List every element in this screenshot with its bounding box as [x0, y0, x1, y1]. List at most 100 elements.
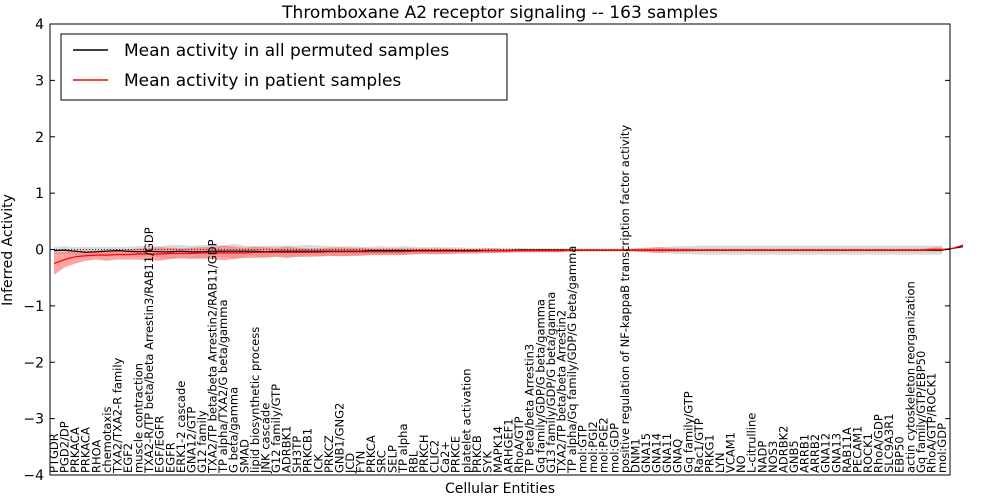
entity-label: Gq family/GDP/G beta/gamma: [533, 299, 547, 473]
entity-label: NOS3: [766, 441, 780, 473]
series-line-patient: [53, 244, 964, 265]
entity-label: ARHGEF1: [502, 418, 516, 473]
entity-label: DNM1: [628, 438, 642, 473]
entity-label: NADP: [755, 441, 769, 473]
entity-label: L-citrulline: [745, 413, 759, 473]
entity-label: PRKCB: [470, 435, 484, 473]
entity-label: GNA12/GTP: [184, 407, 198, 473]
entity-label: GNA11: [660, 433, 674, 473]
entity-label: PECAM1: [850, 426, 864, 473]
entity-label: EGF2: [121, 443, 135, 473]
entity-label: ADRBK1: [280, 426, 294, 473]
entity-label: PRKCH: [417, 434, 431, 473]
entity-label: TXA2/TP beta/beta Arrestin2: [554, 310, 568, 474]
y-tick-label: 1: [35, 186, 44, 202]
x-axis-label: Cellular Entities: [445, 481, 555, 497]
entity-label: GNA12: [819, 433, 833, 473]
entity-label: GNAQ: [671, 439, 685, 473]
entity-label: VCAM1: [724, 432, 738, 473]
entity-label: PRKG1: [702, 434, 716, 473]
entity-label: Ca2+: [438, 441, 452, 473]
entity-label: CLIC2: [428, 440, 442, 473]
entity-label: G12 family: [195, 410, 209, 473]
entity-label: JCD: [343, 453, 357, 474]
y-tick-label: −2: [23, 355, 44, 371]
entity-label: RhoA/GTP: [512, 416, 526, 473]
entity-labels: PTGDRPGD2/DPPRKACAPRKACARHOAchemotaxisTX…: [47, 125, 949, 474]
entity-label: TP beta/beta Arrestin3: [523, 344, 537, 474]
entity-label: GNB5: [787, 440, 801, 473]
entity-label: GNA15: [639, 433, 653, 473]
entity-label: PRKCZ: [322, 435, 336, 473]
entity-label: TP alpha/TXA2/G beta/gamma: [216, 300, 230, 475]
entity-label: chemotaxis: [100, 407, 114, 473]
entity-label: SELP: [385, 445, 399, 473]
entity-label: ARRB2: [808, 434, 822, 473]
entity-label: ICK: [311, 454, 325, 473]
entity-label: TXA2/TP beta/beta Arrestin2/RAB11/GDP: [206, 239, 220, 474]
entity-label: SMAD: [237, 439, 251, 473]
entity-label: Rac1/GTP: [692, 418, 706, 473]
entity-label: actin cytoskeleton reorganization: [903, 281, 917, 473]
entity-label: mol:GTP: [576, 425, 590, 473]
entity-label: mol:PGE2: [597, 417, 611, 473]
entity-label: TXA2-R/TP beta/beta Arrestin3/RAB11/GDP: [142, 227, 156, 474]
entity-label: PRKACA: [68, 427, 82, 473]
entity-label: mol:PGI2: [586, 421, 600, 473]
entity-label: lipid biosynthetic process: [248, 327, 262, 473]
legend: Mean activity in all permuted samples Me…: [60, 33, 508, 101]
legend-box: [60, 33, 508, 101]
entity-label: GNA14: [650, 433, 664, 473]
entity-label: platelet activation: [459, 368, 473, 473]
y-tick-label: 2: [35, 130, 44, 146]
entity-label: SH3TP: [290, 436, 304, 473]
entity-label: mol:GDP: [607, 423, 621, 473]
chart-title: Thromboxane A2 receptor signaling -- 163…: [281, 3, 718, 23]
entity-label: GNB1/GNG2: [332, 403, 346, 473]
entity-label: muscle contraction: [132, 363, 146, 473]
entity-label: G13 family/GDP/G beta/gamma: [544, 292, 558, 473]
entity-label: G12 family/GTP: [269, 384, 283, 473]
entity-label: SYK: [480, 451, 494, 473]
entity-label: TP alpha: [396, 424, 410, 475]
series-lines: [50, 244, 964, 265]
entity-label: FYN: [354, 451, 368, 473]
entity-label: EGFR: [163, 442, 177, 473]
entity-label: Gq family/GTP: [681, 391, 695, 473]
entity-label: mol:GDP: [935, 423, 949, 473]
entity-label: LYN: [713, 452, 727, 473]
entity-label: RHOA: [89, 440, 103, 473]
entity-label: PRKCE: [449, 436, 463, 473]
entity-label: NO: [734, 455, 748, 473]
entity-label: PRKCA: [364, 435, 378, 473]
entity-label: EBP50: [893, 436, 907, 473]
entity-label: positive regulation of NF-kappaB transcr…: [618, 125, 632, 473]
entity-label: Gq family/GTP/EBP50: [914, 351, 928, 473]
y-axis-ticks: −4 −3 −2 −1 0 1 2 3 4: [23, 17, 950, 484]
entity-label: RBL: [406, 450, 420, 473]
entity-label: SLC9A3R1: [882, 413, 896, 473]
y-axis-label: Inferred Activity: [0, 194, 16, 306]
y-tick-label: 3: [35, 73, 44, 89]
entity-label: RhoA/GDP: [872, 414, 886, 473]
entity-label: RhoA/GTP/ROCK1: [924, 373, 938, 473]
legend-label-patient: Mean activity in patient samples: [124, 71, 401, 91]
y-tick-label: −1: [23, 299, 44, 315]
entity-label: TXA2/TXA2-R family: [110, 357, 124, 474]
y-tick-label: −4: [23, 468, 44, 484]
entity-label: TP alpha/Gq family/GDP/G beta/gamma: [565, 246, 579, 474]
entity-label: SRC: [375, 450, 389, 473]
y-tick-label: 4: [35, 17, 44, 33]
entity-label: ERK1-2 cascade: [174, 381, 188, 473]
band-patient: [54, 245, 942, 275]
entity-label: ROCK1: [861, 433, 875, 473]
entity-label: PGD2/DP: [58, 421, 72, 473]
entity-label: RAB11A: [840, 427, 854, 473]
legend-label-permuted: Mean activity in all permuted samples: [124, 41, 449, 61]
entity-label: MAPK14: [491, 426, 505, 473]
y-tick-label: 0: [35, 243, 44, 259]
entity-label: JNK cascade: [258, 403, 272, 474]
y-tick-label: −3: [23, 412, 44, 428]
entity-label: G beta/gamma: [227, 387, 241, 473]
